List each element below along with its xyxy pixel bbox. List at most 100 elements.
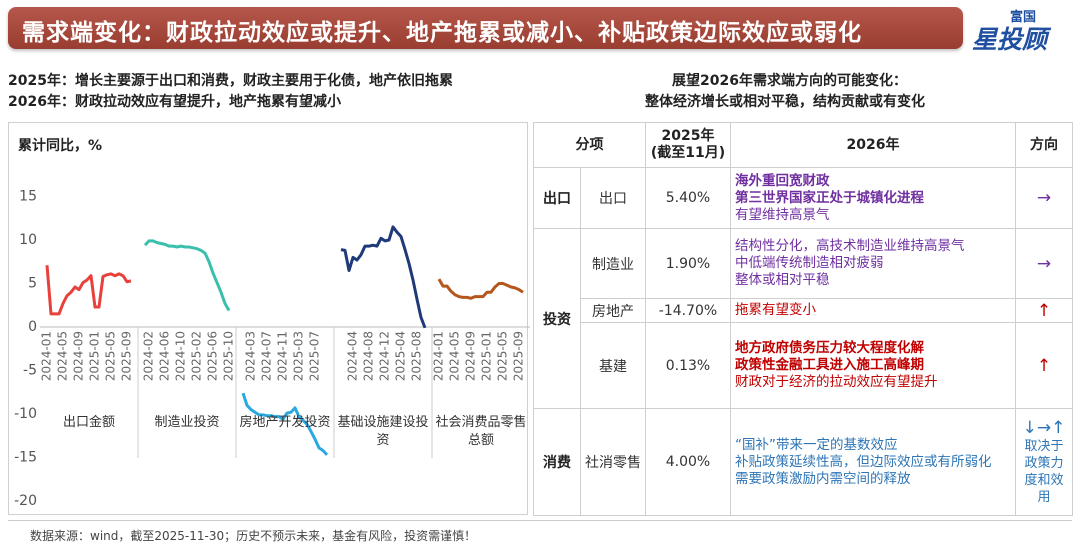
direction-cell: ↑ (1015, 298, 1073, 323)
header-line: 2025年 (661, 128, 715, 144)
item-cell: 出口 (580, 167, 646, 229)
direction: ↓→↑ (1022, 418, 1066, 438)
y-tick-label: -5 (23, 363, 37, 379)
x-tick-label: 2025-01 (88, 331, 102, 381)
x-tick-label: 2025-04 (394, 331, 408, 381)
table-row: 出口 出口 5.40% 海外重回宽财政 第三世界国家正处于城镇化进程 有望维持高… (533, 167, 1073, 229)
note-cell: 结构性分化，高技术制造业维持高景气 中低端传统制造相对疲弱 整体或相对平稳 (730, 228, 1016, 299)
x-tick-label: 2025-07 (308, 331, 322, 381)
y-tick-label: -15 (14, 450, 37, 466)
group-cell: 消费 (533, 408, 581, 516)
x-tick-label: 2024-06 (158, 331, 172, 381)
x-tick-label: 2024-09 (464, 331, 478, 381)
header-cell: 方向 (1015, 122, 1073, 168)
item-cell: 基建 (580, 322, 646, 409)
table-row: 投资 制造业 1.90% 结构性分化，高技术制造业维持高景气 中低端传统制造相对… (533, 228, 1073, 409)
series-line (241, 392, 329, 456)
x-tick-label: 2025-10 (222, 331, 236, 381)
note-line: 政策性金融工具进入施工高峰期 (735, 357, 924, 373)
group-label: 社会消费品零售总额 (435, 415, 527, 448)
title-banner (8, 7, 963, 49)
summary-line: 展望2026年需求端方向的可能变化： (672, 73, 907, 89)
note-line: 海外重回宽财政 (735, 172, 830, 189)
note-line: 地方政府债务压力较大程度化解 (735, 340, 924, 356)
x-tick-label: 2025-02 (190, 331, 204, 381)
chart-panel (8, 122, 528, 515)
x-tick-label: 2024-01 (432, 331, 446, 381)
group-label: 制造业投资 (154, 415, 220, 430)
x-tick-label: 2024-09 (72, 331, 86, 381)
x-tick-label: 2024-10 (174, 331, 188, 381)
series-line (143, 239, 231, 312)
note-line: “国补”带来一定的基数效应 (735, 436, 898, 453)
direction-cell: ↓→↑ 取决于政策力度和效用 (1015, 408, 1073, 516)
value-cell: 5.40% (645, 167, 731, 229)
y-tick-label: -20 (14, 493, 37, 509)
series-line (437, 278, 524, 300)
x-tick-label: 2025-01 (480, 331, 494, 381)
header-row: 分项 2025年 (截至11月) 2026年 方向 (533, 122, 1073, 168)
value-cell: 4.00% (645, 408, 731, 516)
value-cell: 1.90% (645, 228, 731, 299)
table-row: 消费 社消零售 4.00% “国补”带来一定的基数效应 补贴政策延续性高，但边际… (533, 408, 1073, 516)
direction-cell: ↑ (1015, 322, 1073, 409)
note-cell: “国补”带来一定的基数效应 补贴政策延续性高，但边际效应或有所弱化 需要政策激励… (730, 408, 1016, 516)
note-line: 结构性分化，高技术制造业维持高景气 (735, 238, 965, 254)
logo-top: 富国 (1010, 10, 1037, 25)
note-cell: 海外重回宽财政 第三世界国家正处于城镇化进程 有望维持高景气 (730, 167, 1016, 229)
x-tick-label: 2024-03 (244, 331, 258, 381)
x-tick-label: 2025-06 (206, 331, 220, 381)
divider (8, 520, 1072, 521)
x-tick-label: 2025-05 (496, 331, 510, 381)
group-label: 房地产开发投资 (239, 415, 331, 430)
note-line: 财政对于经济的拉动效应有望提升 (735, 374, 938, 390)
series-line (45, 265, 132, 316)
logo: 星投顾 (972, 25, 1048, 54)
x-tick-label: 2024-11 (276, 331, 290, 381)
note-line: 补贴政策延续性高，但边际效应或有所弱化 (735, 453, 992, 470)
table-row: 房地产 -14.70% 拖累有望变小 ↑ (534, 298, 1073, 323)
y-axis-label: 累计同比，% (18, 137, 102, 154)
x-tick-label: 2025-05 (104, 331, 118, 381)
note-cell: 拖累有望变小 (730, 298, 1016, 323)
value-cell: -14.70% (645, 298, 731, 323)
outlook-table: 分项 2025年 (截至11月) 2026年 方向 出口 出口 5.40% 海外重… (533, 122, 1073, 516)
note-cell: 地方政府债务压力较大程度化解 政策性金融工具进入施工高峰期 财政对于经济的拉动效… (730, 322, 1016, 409)
x-tick-label: 2025-08 (410, 331, 424, 381)
page-title: 需求端变化：财政拉动效应或提升、地产拖累或减小、补贴政策边际效应或弱化 (22, 20, 862, 46)
footnote: 数据来源：wind，截至2025-11-30；历史不预示未来，基金有风险，投资需… (30, 529, 477, 543)
y-tick-label: -10 (14, 406, 37, 422)
x-tick-label: 2024-04 (346, 331, 360, 381)
y-tick-label: 5 (28, 276, 37, 292)
x-tick-label: 2024-05 (448, 331, 462, 381)
note-line: 需要政策激励内需空间的释放 (735, 470, 911, 487)
summary-line: 2026年：财政拉动效应有望提升，地产拖累有望减小 (8, 94, 341, 110)
header-line: (截至11月) (650, 145, 726, 161)
header-cell: 2026年 (730, 122, 1016, 168)
x-tick-label: 2024-12 (378, 331, 392, 381)
note-line: 有望维持高景气 (735, 206, 830, 223)
item-cell: 社消零售 (580, 408, 646, 516)
x-tick-label: 2025-09 (120, 331, 134, 381)
group-cell: 投资 (533, 228, 581, 409)
group-label: 出口金额 (62, 415, 115, 430)
x-tick-label: 2024-08 (362, 331, 376, 381)
note-line: 拖累有望变小 (735, 302, 816, 318)
series-line (340, 225, 427, 329)
summary-line: 2025年：增长主要源于出口和消费，财政主要用于化债，地产依旧拖累 (8, 73, 453, 89)
note-line: 第三世界国家正处于城镇化进程 (735, 189, 924, 206)
x-tick-label: 2025-09 (512, 331, 526, 381)
group-label: 基础设施建设投资 (337, 415, 429, 448)
header-cell: 2025年 (截至11月) (645, 122, 731, 168)
x-tick-label: 2024-02 (142, 331, 156, 381)
note-line: 中低端传统制造相对疲弱 (735, 255, 884, 271)
direction-note: 取决于政策力度和效用 (1024, 439, 1064, 505)
x-tick-label: 2024-07 (260, 331, 274, 381)
note-line: 整体或相对平稳 (735, 272, 830, 288)
table-row: 基建 0.13% 地方政府债务压力较大程度化解 政策性金融工具进入施工高峰期 财… (534, 322, 1073, 409)
y-tick-label: 15 (19, 189, 37, 205)
header-cell: 分项 (533, 122, 646, 168)
y-tick-label: 0 (28, 319, 37, 335)
